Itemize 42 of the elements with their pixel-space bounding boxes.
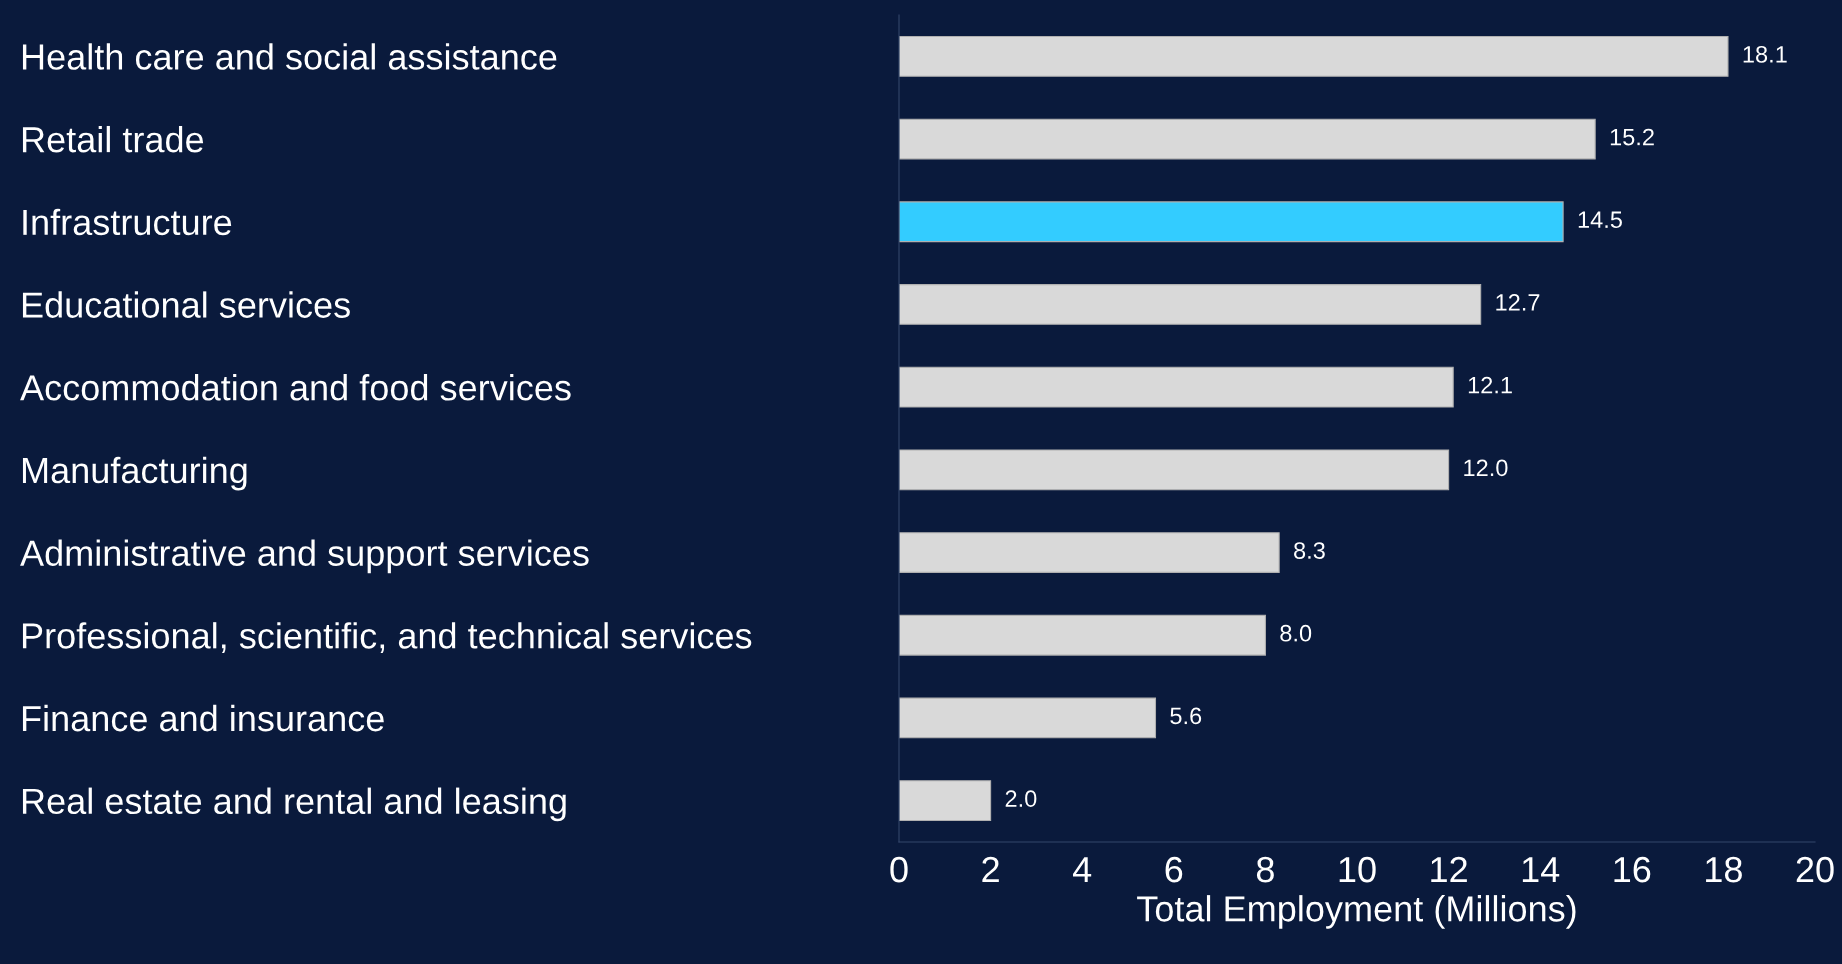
data-label: 18.1 (1743, 45, 1787, 63)
x-tick-label: 12 (1431, 856, 1467, 883)
x-axis-title: Total Employment (Millions) (1137, 895, 1576, 929)
x-tick-label: 18 (1706, 856, 1742, 883)
y-tick-label: Real estate and rental and leasing (22, 787, 566, 822)
x-tick-label: 6 (1165, 856, 1183, 883)
y-tick-label: Retail trade (22, 125, 204, 153)
data-label: 5.6 (1170, 707, 1202, 725)
data-label: 12.0 (1464, 459, 1508, 477)
x-tick-label: 4 (1072, 857, 1092, 883)
data-label: 8.0 (1280, 624, 1312, 642)
y-tick-label: Health care and social assistance (22, 43, 557, 70)
x-tick-label: 20 (1796, 856, 1834, 883)
bar (899, 780, 992, 822)
bar (899, 118, 1596, 160)
y-tick-label: Accommodation and food services (20, 374, 571, 401)
y-tick-label: Manufacturing (22, 456, 247, 491)
bar (899, 697, 1157, 739)
bar (899, 366, 1454, 408)
data-label: 14.5 (1578, 211, 1622, 229)
bar (899, 35, 1729, 77)
y-tick-label: Finance and insurance (22, 704, 384, 732)
data-label: 2.0 (1005, 790, 1037, 807)
y-tick-label: Professional, scientific, and technical services (22, 622, 752, 653)
x-tick-label: 8 (1256, 856, 1274, 883)
x-tick-label: 0 (890, 856, 908, 883)
y-tick-label: Infrastructure (23, 208, 232, 236)
x-tick-label: 16 (1614, 856, 1651, 883)
y-tick-label: Administrative and support services (20, 539, 589, 574)
bar (899, 614, 1266, 656)
bar (899, 532, 1280, 573)
data-label: 12.1 (1468, 376, 1512, 394)
bar (899, 449, 1450, 491)
data-label: 8.3 (1294, 542, 1325, 559)
x-tick-label: 10 (1339, 856, 1376, 883)
y-tick-label: Educational services (22, 291, 350, 318)
bar (899, 201, 1564, 243)
bar (899, 284, 1482, 325)
data-label: 15.2 (1610, 128, 1654, 146)
x-tick-label: 14 (1522, 857, 1560, 883)
x-tick-label: 2 (982, 856, 999, 883)
data-label: 12.7 (1496, 294, 1540, 311)
